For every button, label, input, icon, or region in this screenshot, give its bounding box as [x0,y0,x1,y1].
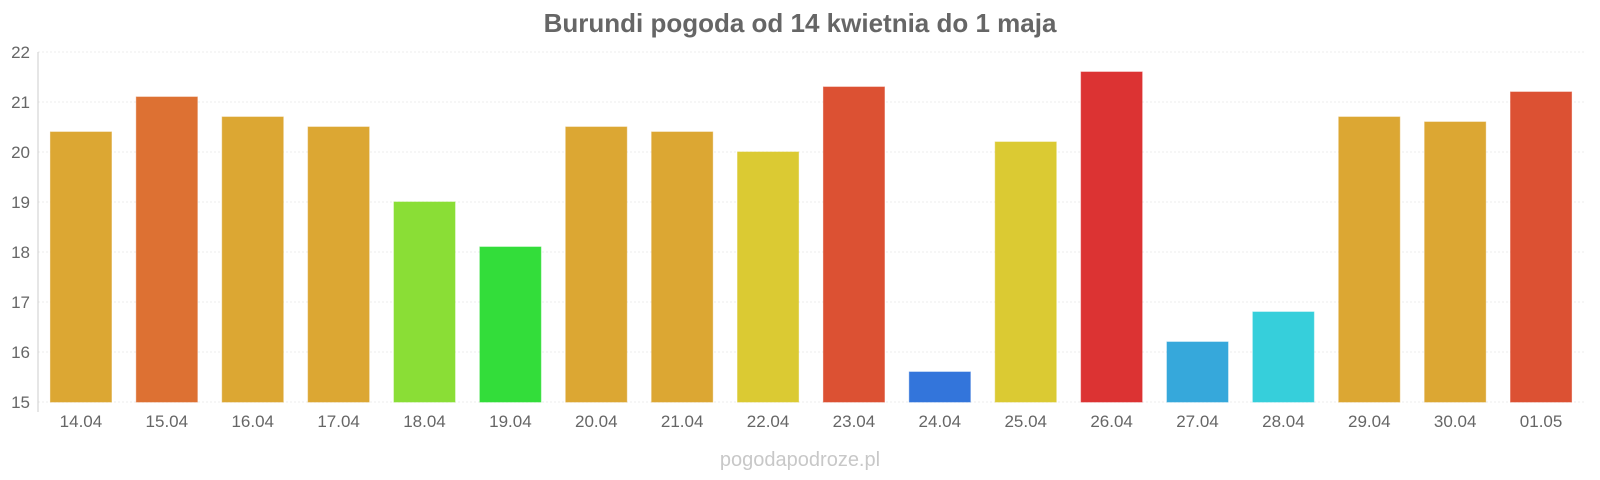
x-tick-label: 18.04 [403,412,446,431]
bar-28.04[interactable] [1252,311,1315,403]
x-tick-label: 29.04 [1348,412,1391,431]
y-tick-label: 18 [11,243,30,262]
x-tick-label: 20.04 [575,412,618,431]
y-tick-label: 21 [11,93,30,112]
bar-29.04[interactable] [1338,116,1401,403]
x-tick-label: 25.04 [1004,412,1047,431]
bar-17.04[interactable] [307,126,370,403]
bar-15.04[interactable] [135,96,198,403]
bar-18.04[interactable] [393,201,456,403]
y-tick-label: 20 [11,143,30,162]
bar-23.04[interactable] [822,86,885,403]
x-tick-label: 24.04 [919,412,962,431]
bar-22.04[interactable] [737,151,800,403]
x-tick-label: 21.04 [661,412,704,431]
x-tick-label: 17.04 [317,412,360,431]
y-tick-label: 17 [11,293,30,312]
bar-21.04[interactable] [651,131,714,403]
bars [49,71,1573,403]
x-tick-label: 15.04 [146,412,189,431]
bar-25.04[interactable] [994,141,1057,403]
x-tick-label: 14.04 [60,412,103,431]
x-tick-label: 19.04 [489,412,532,431]
watermark: pogodapodroze.pl [720,449,880,471]
bar-24.04[interactable] [908,371,971,403]
y-tick-label: 15 [11,393,30,412]
x-tick-label: 23.04 [833,412,876,431]
y-tick-label: 19 [11,193,30,212]
x-axis-ticks: 14.04 15.04 16.04 17.04 18.04 19.04 20.04 21.04… [60,412,1563,431]
y-tick-label: 16 [11,343,30,362]
bar-20.04[interactable] [565,126,628,403]
bar-27.04[interactable] [1166,341,1229,403]
bar-26.04[interactable] [1080,71,1143,403]
x-tick-label: 16.04 [231,412,274,431]
bar-19.04[interactable] [479,246,542,403]
chart-title: Burundi pogoda od 14 kwietnia do 1 maja [544,8,1057,38]
y-tick-label: 22 [11,43,30,62]
x-tick-label: 30.04 [1434,412,1477,431]
grid-lines [38,51,1584,403]
bar-16.04[interactable] [221,116,284,403]
bar-30.04[interactable] [1424,121,1487,403]
bar-14.04[interactable] [49,131,112,403]
x-tick-label: 27.04 [1176,412,1219,431]
x-tick-label: 22.04 [747,412,790,431]
bar-01.05[interactable] [1510,91,1573,403]
x-tick-label: 26.04 [1090,412,1133,431]
x-tick-label: 01.05 [1520,412,1563,431]
y-axis-ticks: 15 16 17 18 19 20 21 22 [11,43,30,412]
x-tick-label: 28.04 [1262,412,1305,431]
